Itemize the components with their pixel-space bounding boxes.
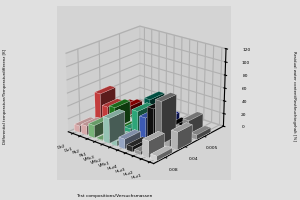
- Text: Test compositions/Versuchsmassen: Test compositions/Versuchsmassen: [76, 194, 152, 198]
- Text: Residual water content/Restfeuchtegehalt [%]: Residual water content/Restfeuchtegehalt…: [292, 51, 295, 141]
- Text: Differential temperature/Temperaturdifferenz [K]: Differential temperature/Temperaturdiffe…: [3, 48, 7, 144]
